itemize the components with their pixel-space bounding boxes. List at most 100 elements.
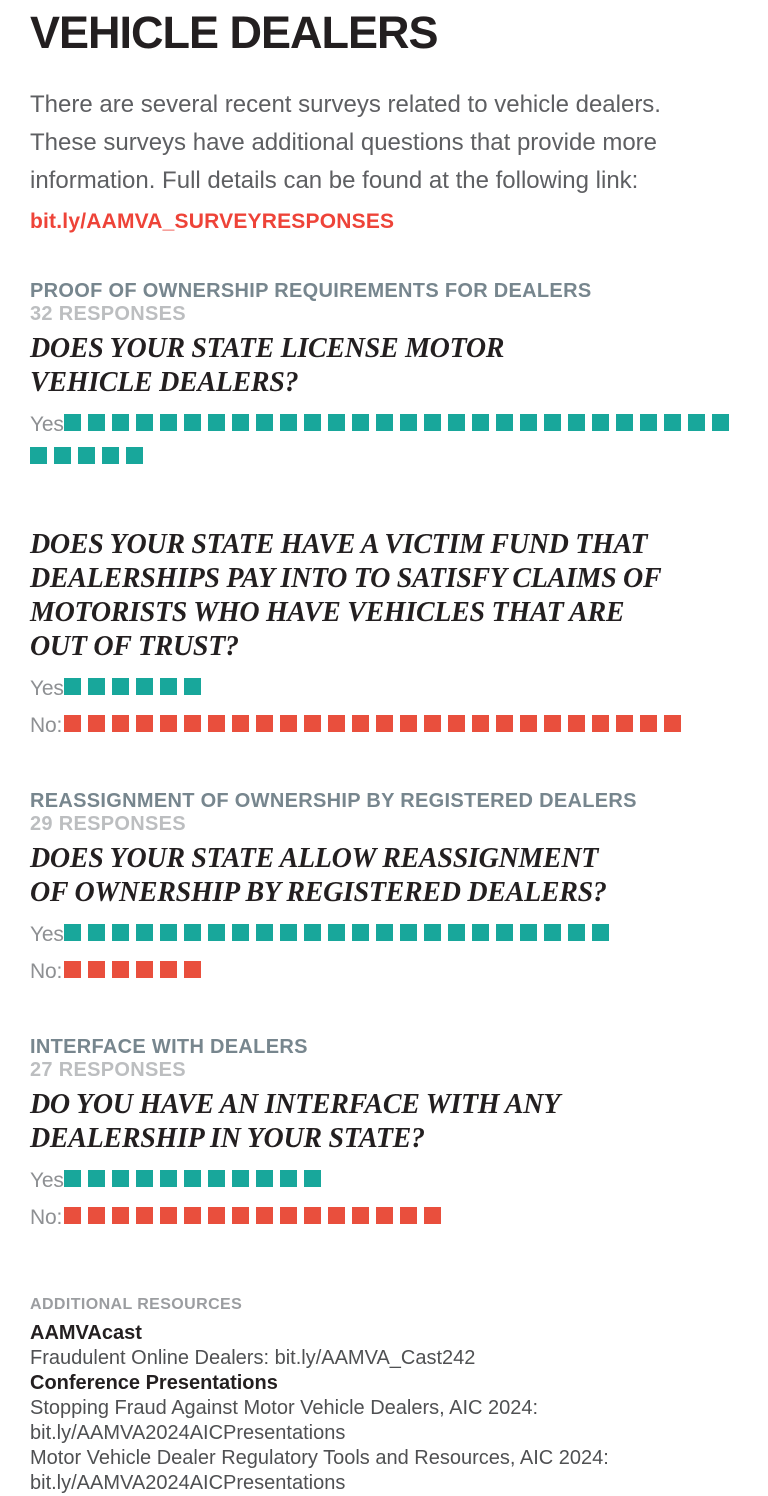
response-count: 29 RESPONSES <box>30 812 186 835</box>
yes-square <box>592 923 609 941</box>
question-text: DOES YOUR STATE LICENSE MOTOR VEHICLE DEA… <box>30 332 738 400</box>
no-bar: No: <box>30 1201 738 1236</box>
yes-label: Yes: <box>30 1168 70 1192</box>
no-square <box>376 714 393 732</box>
survey-question: DOES YOUR STATE ALLOW REASSIGNMENT OF OWN… <box>30 842 738 990</box>
survey-sections: PROOF OF OWNERSHIP REQUIREMENTS FOR DEAL… <box>30 280 738 1236</box>
question-line: DOES YOUR STATE HAVE A VICTIM FUND THAT <box>30 528 648 560</box>
answer-bars: Yes: No: <box>30 672 738 744</box>
question-line: VEHICLE DEALERS? <box>30 366 299 398</box>
no-square <box>136 1206 153 1224</box>
page-title: VEHICLE DEALERS <box>30 7 439 58</box>
yes-square <box>64 1169 81 1187</box>
yes-square <box>664 413 681 431</box>
yes-square <box>568 413 585 431</box>
no-square <box>592 714 609 732</box>
yes-square <box>640 413 657 431</box>
yes-square <box>64 677 81 695</box>
no-square <box>400 714 417 732</box>
no-square <box>376 1206 393 1224</box>
no-square <box>112 960 129 978</box>
survey-section: REASSIGNMENT OF OWNERSHIP BY REGISTERED … <box>30 790 738 990</box>
question-line: DEALERSHIP IN YOUR STATE? <box>30 1122 425 1154</box>
no-square <box>304 1206 321 1224</box>
yes-square <box>136 413 153 431</box>
yes-bar: Yes: <box>30 918 738 953</box>
infographic-page: VEHICLE DEALERS There are several recent… <box>30 7 738 1494</box>
yes-square <box>472 413 489 431</box>
question-text: DOES YOUR STATE HAVE A VICTIM FUND THAT D… <box>30 528 738 664</box>
yes-square <box>304 413 321 431</box>
yes-square <box>208 413 225 431</box>
question-text: DO YOU HAVE AN INTERFACE WITH ANY DEALERS… <box>30 1088 738 1156</box>
no-label: No: <box>30 713 63 737</box>
no-square <box>520 714 537 732</box>
yes-square <box>184 923 201 941</box>
no-square <box>640 714 657 732</box>
yes-square <box>112 923 129 941</box>
no-square <box>400 1206 417 1224</box>
yes-square <box>688 413 705 431</box>
no-square <box>232 714 249 732</box>
question-line: OF OWNERSHIP BY REGISTERED DEALERS? <box>30 876 607 908</box>
survey-responses-link[interactable]: bit.ly/AAMVA_SURVEYRESPONSES <box>30 209 395 233</box>
section-header: PROOF OF OWNERSHIP REQUIREMENTS FOR DEAL… <box>30 279 592 302</box>
resource-line: Fraudulent Online Dealers: bit.ly/AAMVA_… <box>30 1346 476 1369</box>
yes-square <box>400 923 417 941</box>
yes-bar: Yes: <box>30 672 738 707</box>
yes-square <box>102 446 119 464</box>
yes-label: Yes: <box>30 412 70 436</box>
response-count: 27 RESPONSES <box>30 1058 186 1081</box>
survey-question: DO YOU HAVE AN INTERFACE WITH ANY DEALERS… <box>30 1088 738 1236</box>
no-square <box>88 1206 105 1224</box>
resource-line: Stopping Fraud Against Motor Vehicle Dea… <box>30 1396 539 1419</box>
additional-resources: ADDITIONAL RESOURCES AAMVAcast Fraudulent… <box>30 1296 738 1496</box>
no-square <box>328 714 345 732</box>
yes-square <box>256 923 273 941</box>
no-square <box>424 1206 441 1224</box>
no-label: No: <box>30 1205 63 1229</box>
yes-square <box>520 923 537 941</box>
yes-square <box>496 923 513 941</box>
yes-square <box>112 1169 129 1187</box>
yes-square <box>544 923 561 941</box>
yes-square <box>304 1169 321 1187</box>
no-square <box>160 960 177 978</box>
survey-section: PROOF OF OWNERSHIP REQUIREMENTS FOR DEAL… <box>30 280 738 744</box>
no-square <box>136 714 153 732</box>
yes-square <box>232 923 249 941</box>
yes-square <box>424 923 441 941</box>
yes-square <box>160 413 177 431</box>
yes-square <box>400 413 417 431</box>
no-square <box>208 714 225 732</box>
no-square <box>280 714 297 732</box>
no-square <box>184 714 201 732</box>
yes-square <box>280 413 297 431</box>
yes-square <box>112 677 129 695</box>
yes-square <box>544 413 561 431</box>
yes-square <box>54 446 71 464</box>
question-line: DOES YOUR STATE ALLOW REASSIGNMENT <box>30 842 599 874</box>
question-line: DEALERSHIPS PAY INTO TO SATISFY CLAIMS O… <box>30 562 662 594</box>
no-square <box>64 714 81 732</box>
yes-square <box>184 413 201 431</box>
no-square <box>496 714 513 732</box>
no-square <box>208 1206 225 1224</box>
no-square <box>64 960 81 978</box>
yes-square <box>352 413 369 431</box>
question-text: DOES YOUR STATE ALLOW REASSIGNMENT OF OWN… <box>30 842 738 910</box>
no-square <box>160 714 177 732</box>
no-square <box>664 714 681 732</box>
yes-square <box>88 413 105 431</box>
resource-line: bit.ly/AAMVA2024AICPresentations <box>30 1471 346 1494</box>
no-square <box>256 1206 273 1224</box>
yes-square <box>126 446 143 464</box>
yes-square <box>64 923 81 941</box>
no-bar: No: <box>30 955 738 990</box>
response-count: 32 RESPONSES <box>30 302 186 325</box>
yes-square <box>376 923 393 941</box>
yes-square <box>352 923 369 941</box>
answer-bars: Yes: No: <box>30 1164 738 1236</box>
yes-square <box>448 923 465 941</box>
resource-line: bit.ly/AAMVA2024AICPresentations <box>30 1421 346 1444</box>
